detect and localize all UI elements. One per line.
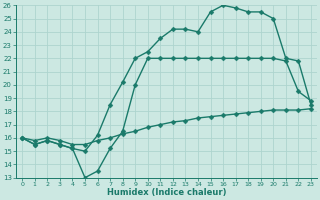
X-axis label: Humidex (Indice chaleur): Humidex (Indice chaleur) (107, 188, 226, 197)
